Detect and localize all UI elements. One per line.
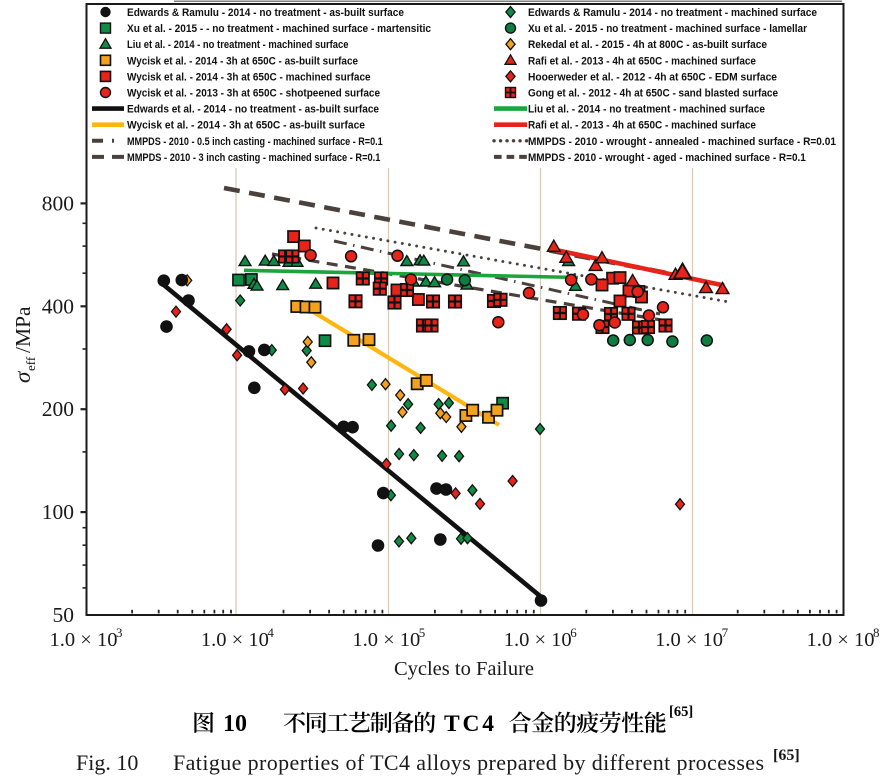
svg-text:Hooerweder et al. - 2012 - 4h: Hooerweder et al. - 2012 - 4h at 650C - … [528, 71, 777, 83]
svg-text:Liu et al. - 2014 - no treatme: Liu et al. - 2014 - no treatment - machi… [127, 39, 349, 51]
svg-text:Rafi et al. - 2013 - 4h at 650: Rafi et al. - 2013 - 4h at 650C - machin… [528, 120, 756, 132]
svg-text:1.0 × 10: 1.0 × 10 [352, 629, 420, 651]
svg-text:Wycisk et al. - 2013 - 3h at 6: Wycisk et al. - 2013 - 3h at 650C - shot… [127, 88, 380, 100]
svg-text:/MPa: /MPa [11, 306, 35, 353]
svg-text:MMPDS - 2010 - 0.5 inch castin: MMPDS - 2010 - 0.5 inch casting - machin… [127, 136, 383, 148]
svg-text:Fatigue properties of TC4 allo: Fatigue properties of TC4 alloys prepare… [173, 750, 764, 775]
svg-text:50: 50 [53, 603, 75, 627]
svg-text:σ: σ [10, 370, 35, 383]
svg-text:1.0 × 10: 1.0 × 10 [807, 629, 875, 651]
svg-text:[65]: [65] [669, 704, 693, 720]
svg-text:8: 8 [873, 625, 880, 640]
svg-text:Xu et al. - 2015 - - no treatm: Xu et al. - 2015 - - no treatment - mach… [127, 23, 431, 35]
svg-text:100: 100 [42, 500, 74, 524]
svg-text:Rafi et al. - 2013 - 4h at 650: Rafi et al. - 2013 - 4h at 650C - machin… [528, 55, 756, 67]
svg-text:Xu et al. - 2015 - no treatmen: Xu et al. - 2015 - no treatment - machin… [528, 23, 808, 35]
svg-text:Edwards & Ramulu - 2014 - no t: Edwards & Ramulu - 2014 - no treatment -… [528, 7, 817, 19]
svg-text:1.0 × 10: 1.0 × 10 [50, 629, 118, 651]
svg-text:Wycisk et al. - 2014 - 3h at 6: Wycisk et al. - 2014 - 3h at 650C - mach… [127, 71, 371, 83]
svg-text:Gong et al. - 2012 - 4h at 650: Gong et al. - 2012 - 4h at 650C - sand b… [528, 88, 778, 100]
svg-text:TC4: TC4 [444, 711, 494, 737]
svg-text:10: 10 [223, 711, 247, 737]
svg-text:3: 3 [116, 625, 123, 640]
svg-text:7: 7 [722, 625, 729, 640]
svg-text:MMPDS - 2010 - wrought - annea: MMPDS - 2010 - wrought - annealed - mach… [528, 136, 836, 148]
svg-text:MMPDS - 2010 - wrought - aged: MMPDS - 2010 - wrought - aged - machined… [528, 152, 806, 164]
svg-text:Cycles to Failure: Cycles to Failure [394, 658, 534, 680]
svg-text:eff: eff [23, 356, 38, 371]
svg-text:4: 4 [267, 625, 274, 640]
svg-text:Rekedal et al. - 2015 - 4h at: Rekedal et al. - 2015 - 4h at 800C - as-… [528, 39, 767, 51]
svg-text:Wycisk et al. - 2014 - 3h at 6: Wycisk et al. - 2014 - 3h at 650C - as-b… [127, 55, 358, 67]
svg-text:6: 6 [570, 625, 577, 640]
svg-text:Fig. 10: Fig. 10 [76, 750, 138, 775]
svg-text:1.0 × 10: 1.0 × 10 [201, 629, 269, 651]
svg-text:1.0 × 10: 1.0 × 10 [655, 629, 723, 651]
svg-text:1.0 × 10: 1.0 × 10 [504, 629, 572, 651]
svg-text:800: 800 [42, 191, 74, 215]
svg-text:5: 5 [419, 625, 426, 640]
svg-text:Liu et al. - 2014 - no treatme: Liu et al. - 2014 - no treatment - machi… [528, 104, 765, 116]
svg-text:Edwards et al. - 2014 - no tre: Edwards et al. - 2014 - no treatment - a… [127, 104, 379, 116]
svg-text:Wycisk et al. - 2014 - 3h at: Wycisk et al. - 2014 - 3h at 650C - as-b… [127, 120, 365, 132]
svg-text:Edwards & Ramulu - 2014 - no t: Edwards & Ramulu - 2014 - no treatment -… [127, 7, 404, 19]
svg-text:200: 200 [42, 397, 74, 421]
svg-text:[65]: [65] [773, 747, 800, 764]
svg-text:MMPDS - 2010 - 3 inch casting: MMPDS - 2010 - 3 inch casting - machined… [127, 152, 380, 164]
svg-text:400: 400 [42, 294, 74, 318]
